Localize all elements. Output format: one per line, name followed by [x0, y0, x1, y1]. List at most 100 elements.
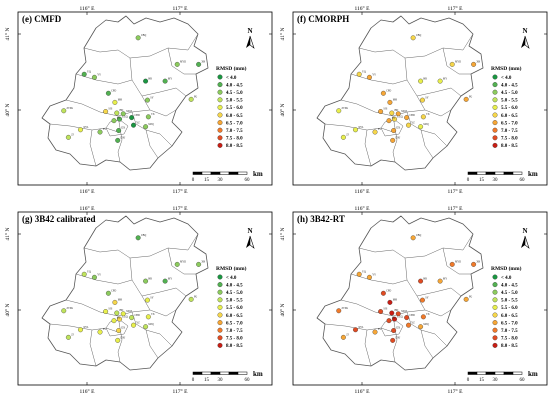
station-marker: [449, 61, 455, 67]
legend-label: 8.0 - 8.5: [226, 344, 243, 349]
station-marker: [196, 61, 202, 67]
station-label: YQ: [87, 70, 91, 73]
station-label: FS: [378, 328, 381, 331]
station-marker: [378, 109, 384, 114]
legend-swatch: [217, 135, 223, 141]
station-marker: [65, 134, 71, 140]
legend-swatch: [492, 312, 498, 318]
legend-label: 5.5 - 6.0: [501, 106, 518, 111]
district-boundary: [404, 57, 426, 111]
lon-label-bottom: 116° E: [355, 388, 371, 395]
station-label: LGQ: [397, 115, 402, 118]
station-marker: [386, 318, 392, 324]
station-marker: [471, 61, 477, 67]
station-marker: [143, 278, 149, 284]
station-label: CBQ: [416, 34, 421, 37]
legend-label: 5.0 - 5.5: [501, 99, 518, 104]
district-boundary: [105, 119, 129, 137]
station-marker: [61, 308, 67, 314]
station-label: HD: [120, 309, 124, 312]
station-label: SJS: [108, 108, 112, 111]
station-marker: [372, 129, 378, 135]
station-marker: [418, 278, 424, 284]
station-label: TX: [426, 113, 430, 116]
scale-unit: km: [253, 370, 263, 378]
legend-swatch: [217, 112, 223, 118]
station-label: CBQ: [141, 234, 146, 237]
district-boundary: [350, 273, 408, 285]
station-label: FS: [103, 128, 106, 131]
panel-title: (f) CMORPH: [297, 14, 349, 24]
station-marker: [112, 99, 118, 105]
scale-bar: [192, 171, 248, 175]
legend-label: < 4.0: [501, 276, 512, 281]
lon-label-top: 116° E: [355, 5, 371, 12]
legend-label: 6.0 - 6.5: [226, 314, 243, 319]
station-marker: [115, 337, 121, 343]
legend-label: 4.0 - 4.5: [501, 83, 518, 88]
district-boundary: [83, 47, 131, 59]
station-marker: [78, 127, 83, 133]
legend-label: < 4.0: [226, 76, 237, 81]
station-marker: [105, 90, 111, 96]
station-label: SY: [150, 96, 153, 99]
station-label: XH: [476, 61, 480, 64]
station-label: PG: [194, 96, 197, 99]
station-label: MY: [168, 277, 172, 280]
district-boundary: [149, 109, 177, 117]
lon-label-bottom: 117° E: [173, 388, 189, 395]
station-label: TX: [151, 313, 155, 316]
station-marker: [449, 261, 455, 267]
legend-swatch: [217, 120, 223, 126]
legend-label: 5.0 - 5.5: [501, 299, 518, 304]
station-marker: [103, 309, 109, 314]
district-boundary: [117, 315, 123, 363]
station-marker: [97, 329, 103, 335]
station-label: SY: [425, 296, 428, 299]
station-marker: [116, 128, 122, 133]
legend-swatch: [217, 312, 223, 318]
station-marker: [419, 297, 425, 303]
district-boundary: [129, 57, 151, 111]
legend-swatch: [492, 104, 498, 110]
station-label: PG: [469, 96, 472, 99]
station-marker: [353, 127, 358, 133]
station-marker: [78, 327, 83, 333]
legend-label: 5.5 - 6.0: [226, 106, 243, 111]
station-label: MYD: [180, 261, 186, 264]
scale-tick-label: 15: [204, 178, 210, 183]
north-label: N: [247, 227, 252, 235]
district-boundary: [167, 247, 196, 275]
station-marker: [404, 115, 410, 121]
legend-title: RMSD (mm): [216, 265, 247, 272]
station-marker: [91, 74, 97, 80]
district-boundary: [75, 73, 133, 85]
district-boundary: [416, 287, 462, 297]
legend-swatch: [217, 342, 223, 348]
lat-label-top: 41° N: [279, 27, 286, 40]
lon-label-bottom: 116° E: [80, 188, 96, 195]
station-label: ZJ: [71, 334, 74, 337]
station-label: SJS: [383, 108, 387, 111]
lon-label-top: 117° E: [448, 205, 464, 212]
scale-tick-label: 0: [192, 178, 195, 183]
district-boundary: [424, 109, 452, 117]
station-label: MH: [118, 99, 122, 102]
legend-label: 4.5 - 5.0: [226, 91, 243, 96]
legend-label: 4.5 - 5.0: [501, 91, 518, 96]
station-label: MY: [443, 77, 447, 80]
panel-title: (h) 3B42-RT: [297, 214, 345, 224]
station-marker: [406, 322, 411, 328]
legend-swatch: [492, 342, 498, 348]
legend-swatch: [217, 335, 223, 341]
legend-swatch: [492, 89, 498, 95]
legend-label: 6.5 - 7.0: [226, 321, 243, 326]
scale-tick-label: 0: [467, 378, 470, 383]
legend-swatch: [492, 304, 498, 310]
map-panel: (g) 3B42 calibrated 116° E 117° E 116° E 117…: [4, 205, 273, 395]
station-label: LGQ: [397, 315, 402, 318]
station-label: ZTSK: [67, 107, 74, 110]
station-marker: [391, 128, 397, 133]
station-marker: [404, 315, 410, 321]
station-marker: [145, 114, 151, 120]
